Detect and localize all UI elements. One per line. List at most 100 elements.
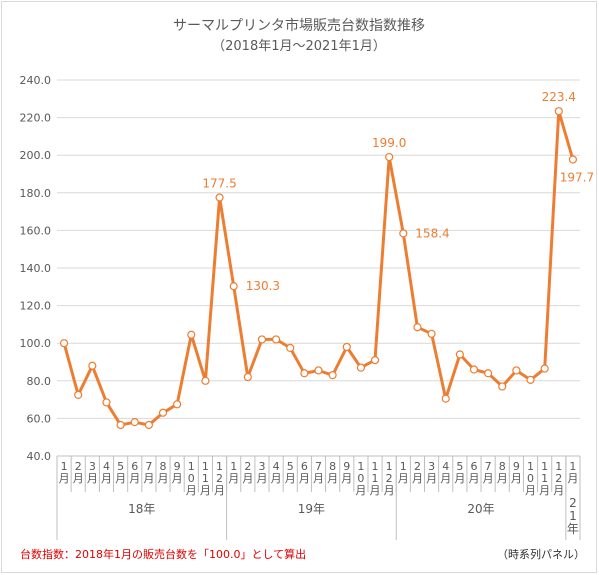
data-point [187, 330, 196, 339]
data-point [328, 371, 337, 380]
data-point [74, 390, 83, 399]
data-point [441, 394, 450, 403]
x-tick-char: 月 [242, 472, 253, 485]
x-tick-char: 月 [256, 472, 267, 485]
x-tick-char: 8 [499, 460, 506, 473]
data-point [427, 329, 436, 338]
x-tick-char: 2 [216, 472, 223, 485]
x-tick-char: 月 [370, 484, 381, 497]
data-label: 199.0 [372, 136, 406, 150]
x-tick-label: 11月 [539, 460, 550, 497]
x-tick-label: 12月 [214, 460, 225, 497]
x-tick-label: 7月 [143, 460, 154, 485]
x-tick-label: 9月 [172, 460, 183, 485]
y-tick-label: 200.0 [20, 149, 52, 162]
source-label: （時系列パネル） [497, 547, 585, 561]
x-tick-char: 月 [327, 472, 338, 485]
y-tick-label: 240.0 [20, 74, 52, 87]
x-tick-char: 1 [527, 460, 534, 473]
series-layer [59, 107, 578, 430]
x-tick-char: 5 [287, 460, 294, 473]
x-tick-char: 1 [555, 460, 562, 473]
data-point [526, 375, 535, 384]
x-tick-char: 9 [174, 460, 181, 473]
x-tick-char: 月 [426, 472, 437, 485]
x-tick-char: 月 [172, 472, 183, 485]
data-point [88, 361, 97, 370]
data-point [59, 339, 69, 348]
x-tick-char: 0 [188, 472, 195, 485]
x-tick-label: 1月 [59, 460, 70, 485]
year-label-char: 1 [569, 509, 577, 523]
x-tick-label: 3月 [256, 460, 267, 485]
data-point [342, 342, 351, 352]
data-point [229, 282, 238, 291]
data-label: 158.4 [415, 226, 449, 240]
x-tick-char: 1 [372, 460, 379, 473]
grid-layer [57, 79, 580, 419]
x-tick-label: 9月 [511, 460, 522, 485]
data-point [158, 408, 168, 417]
x-tick-char: 月 [525, 484, 536, 497]
x-tick-label: 12月 [553, 460, 564, 497]
x-tick-label: 8月 [497, 460, 508, 485]
x-tick-char: 1 [202, 460, 209, 473]
data-point [300, 369, 309, 378]
x-tick-label: 1月 [228, 460, 239, 485]
data-point [455, 350, 464, 359]
chart-subtitle: （2018年1月〜2021年1月） [212, 39, 386, 54]
data-point [568, 155, 578, 164]
x-tick-char: 4 [103, 460, 110, 473]
x-tick-char: 月 [228, 472, 239, 485]
data-point [314, 366, 323, 375]
data-point [102, 398, 111, 407]
y-tick-label: 160.0 [20, 224, 52, 237]
x-tick-char: 月 [299, 472, 310, 485]
x-tick-char: 1 [61, 460, 68, 473]
data-point [370, 356, 380, 365]
x-tick-char: 2 [414, 460, 421, 473]
x-tick-char: 2 [244, 460, 251, 473]
x-tick-char: 6 [131, 460, 138, 473]
x-tick-char: 1 [230, 460, 237, 473]
x-tick-label: 5月 [285, 460, 296, 485]
y-tick-label: 80.0 [27, 375, 52, 388]
x-tick-char: 月 [59, 472, 70, 485]
x-tick-char: 3 [428, 460, 435, 473]
data-label: 197.7 [560, 171, 594, 185]
x-tick-label: 9月 [341, 460, 352, 485]
x-tick-char: 月 [440, 472, 451, 485]
x-tick-label: 5月 [454, 460, 465, 485]
x-tick-char: 2 [386, 472, 393, 485]
x-tick-char: 月 [101, 472, 112, 485]
x-tick-char: 月 [158, 472, 169, 485]
x-tick-label: 6月 [299, 460, 310, 485]
x-tick-label: 10月 [186, 460, 197, 497]
data-point [484, 369, 493, 378]
data-point [540, 364, 549, 373]
x-axis: 1月2月3月4月5月6月7月8月9月10月11月12月1月2月3月4月5月6月7… [56, 455, 581, 540]
data-point [356, 363, 366, 372]
x-tick-char: 7 [145, 460, 152, 473]
x-tick-char: 8 [160, 460, 167, 473]
data-point [498, 382, 507, 391]
x-tick-char: 2 [555, 472, 562, 485]
x-tick-char: 1 [386, 460, 393, 473]
x-tick-label: 3月 [426, 460, 437, 485]
data-point [243, 372, 252, 382]
x-tick-label: 6月 [468, 460, 479, 485]
data-point [130, 418, 139, 427]
x-tick-label: 10月 [525, 460, 536, 497]
year-label: 21年 [567, 496, 579, 536]
x-tick-char: 月 [412, 472, 423, 485]
x-tick-char: 月 [271, 472, 282, 485]
x-tick-char: 3 [258, 460, 265, 473]
data-point [286, 343, 295, 352]
x-tick-char: 1 [569, 460, 576, 473]
x-tick-label: 7月 [313, 460, 324, 485]
x-tick-char: 月 [468, 472, 479, 485]
x-tick-label: 12月 [384, 460, 395, 497]
x-tick-label: 2月 [242, 460, 253, 485]
